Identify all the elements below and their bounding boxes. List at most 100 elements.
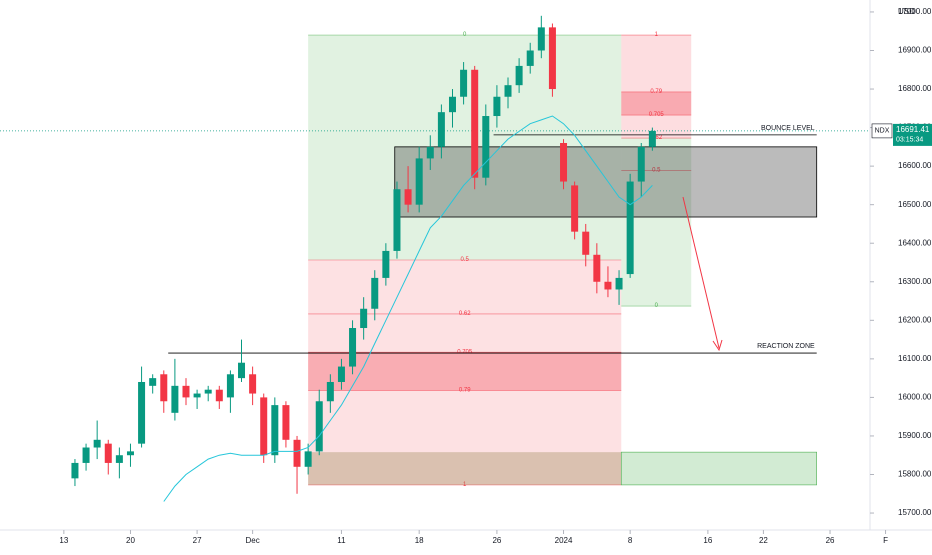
x-tick-label: F	[883, 536, 888, 545]
candle-body	[204, 389, 212, 394]
candle-body	[326, 381, 334, 402]
candle-body	[104, 443, 112, 463]
candle-body	[615, 277, 623, 290]
candle-body	[571, 185, 579, 232]
candle-body	[648, 130, 656, 147]
candle-body	[160, 374, 168, 402]
candle-body	[560, 143, 568, 182]
x-tick-label: 20	[126, 536, 135, 545]
moving-average	[163, 115, 653, 502]
candle-body	[448, 96, 456, 113]
last-price-label: 16691.41	[896, 125, 930, 134]
fib-level-label: 0.5	[652, 168, 661, 174]
symbol-tag	[871, 123, 893, 139]
candle-body	[337, 366, 345, 382]
candle-body	[393, 189, 401, 251]
demand-zone	[620, 451, 818, 486]
candle-body	[437, 112, 445, 147]
fib-level-label: 0	[463, 32, 467, 38]
arrow-head	[712, 339, 723, 352]
level-label: REACTION ZONE	[757, 343, 815, 350]
candle-body	[249, 374, 257, 394]
candle-body	[171, 385, 179, 413]
candle-body	[504, 85, 512, 97]
fib-zone	[621, 91, 692, 116]
candle-body	[626, 181, 634, 275]
x-tick-label: 16	[703, 536, 712, 545]
candle-body	[93, 439, 101, 448]
candle-body	[582, 231, 590, 255]
candle-body	[526, 50, 534, 66]
y-tick-label: 16200.00	[898, 315, 932, 324]
candle-body	[537, 27, 545, 51]
arrow-shaft	[682, 196, 720, 349]
x-tick-label: 11	[337, 536, 346, 545]
candle-body	[404, 189, 412, 205]
x-tick-label: 22	[759, 536, 768, 545]
y-tick-label: 17000.00	[898, 7, 932, 16]
zones: 0 0.5 0.62 0.705 0.79 1 1 0.79 0.705 0.62 0.5 0 BOUN…	[0, 32, 870, 488]
candle-body	[415, 158, 423, 205]
candle-body	[426, 146, 434, 159]
candle-body	[293, 439, 301, 467]
candle-body	[548, 27, 556, 90]
plot	[71, 15, 656, 502]
x-tick-label: Dec	[245, 536, 259, 545]
fib-level-label: 0.5	[461, 257, 470, 263]
candle-body	[149, 378, 157, 386]
y-tick-label: 16800.00	[898, 84, 932, 93]
fib-level-label: 0.62	[650, 135, 662, 141]
fib-level-label: 0	[655, 303, 659, 309]
fib-level-label: 1	[655, 32, 659, 38]
candle-body	[304, 451, 312, 467]
x-tick-label: 27	[193, 536, 202, 545]
fib-level-label: 1	[463, 482, 467, 488]
fib-zone	[308, 352, 622, 391]
currency-label: USD	[898, 7, 915, 16]
x-tick-label: 26	[826, 536, 835, 545]
fib-level-label: 0.705	[649, 112, 665, 118]
candle-body	[515, 65, 523, 86]
candle-body	[315, 401, 323, 452]
candle-body	[482, 116, 490, 178]
y-tick-label: 16500.00	[898, 200, 932, 209]
candle-body	[215, 389, 223, 402]
candle-body	[471, 69, 479, 178]
candle-body	[271, 405, 279, 456]
y-tick-label: 16900.00	[898, 46, 932, 55]
candle-body	[493, 96, 501, 117]
y-tick-label: 15700.00	[898, 508, 932, 517]
candle-body	[238, 362, 246, 379]
y-tick-label: 16000.00	[898, 393, 932, 402]
x-tick-label: 26	[492, 536, 501, 545]
demand-zone	[308, 452, 622, 485]
symbol-label: NDX	[875, 128, 890, 135]
y-tick-label: 15900.00	[898, 431, 932, 440]
candle-body	[360, 308, 368, 329]
candle-body	[138, 381, 146, 444]
y-tick-label: 16300.00	[898, 277, 932, 286]
fib-level-label: 0.79	[459, 388, 471, 394]
candle-body	[382, 250, 390, 278]
candle-body	[193, 393, 201, 398]
y-tick-label: 16400.00	[898, 238, 932, 247]
candle-body	[182, 385, 190, 398]
candle-body	[260, 397, 268, 456]
x-tick-label: 2024	[555, 536, 573, 545]
candle-body	[637, 146, 645, 182]
candle-body	[115, 455, 123, 463]
fib-zone	[621, 35, 692, 139]
candle-body	[282, 405, 290, 440]
candle-body	[460, 69, 468, 97]
y-tick-label: 16600.00	[898, 161, 932, 170]
gray-zone	[394, 146, 818, 218]
candle-body	[349, 328, 357, 367]
candle-body	[71, 462, 79, 479]
x-tick-label: 8	[628, 536, 633, 545]
y-tick-label: 16100.00	[898, 354, 932, 363]
candle-body	[593, 254, 601, 282]
fib-level-label: 0.79	[650, 89, 662, 95]
price-tag	[893, 123, 932, 146]
y-tick-label: 15800.00	[898, 470, 932, 479]
